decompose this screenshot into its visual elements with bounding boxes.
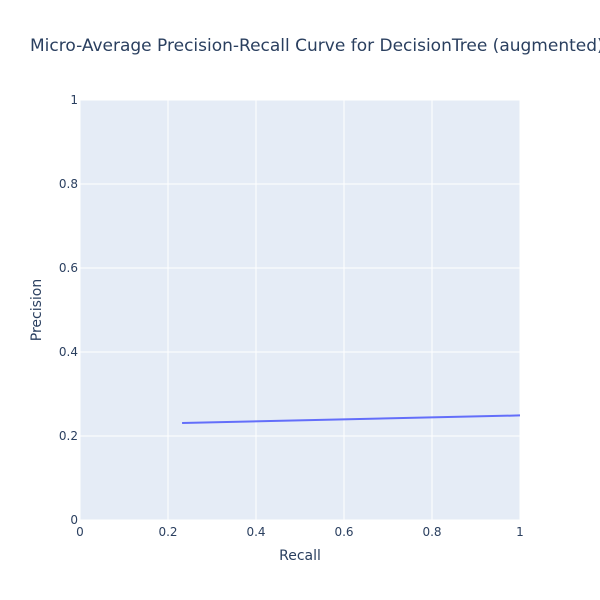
- series-line: [182, 414, 521, 424]
- y-tick-label: 1: [70, 93, 78, 107]
- chart-title: Micro-Average Precision-Recall Curve for…: [30, 36, 600, 56]
- y-tick-label: 0.4: [59, 345, 78, 359]
- x-tick-label: 0: [76, 525, 84, 539]
- y-tick-label: 0.2: [59, 429, 78, 443]
- x-axis-title: Recall: [279, 548, 321, 564]
- y-axis-title: Precision: [29, 279, 45, 341]
- x-tick-label: 0.2: [158, 525, 177, 539]
- series-group: [182, 414, 521, 424]
- grid-lines: [79, 99, 521, 521]
- x-axis-ticks: 0 0.2 0.4 0.6 0.8 1: [76, 525, 524, 539]
- x-tick-label: 0.4: [246, 525, 265, 539]
- x-tick-label: 0.8: [422, 525, 441, 539]
- plot-area: [80, 100, 520, 520]
- x-tick-label: 0.6: [334, 525, 353, 539]
- y-axis-ticks: 0 0.2 0.4 0.6 0.8 1: [59, 93, 78, 527]
- x-tick-label: 1: [516, 525, 524, 539]
- y-tick-label: 0: [70, 513, 78, 527]
- y-tick-label: 0.6: [59, 261, 78, 275]
- y-tick-label: 0.8: [59, 177, 78, 191]
